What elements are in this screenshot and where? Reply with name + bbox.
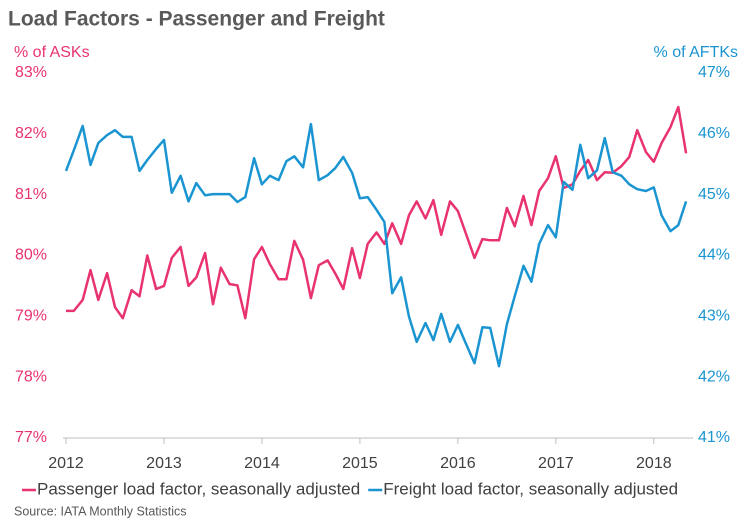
legend-label: Freight load factor, seasonally adjusted [383, 479, 678, 498]
y2-tick-label: 43% [698, 308, 730, 325]
y-tick-label: 78% [15, 368, 47, 385]
y2-tick-label: 45% [698, 186, 730, 203]
y2-tick-label: 47% [698, 64, 730, 81]
y2-tick-label: 44% [698, 247, 730, 264]
legend-label: Passenger load factor, seasonally adjust… [37, 479, 360, 498]
y-tick-label: 83% [15, 64, 47, 81]
y-tick-label: 82% [15, 125, 47, 142]
y2-tick-label: 42% [698, 368, 730, 385]
x-tick-label: 2014 [244, 455, 280, 472]
y2-tick-label: 41% [698, 429, 730, 446]
x-tick-label: 2018 [636, 455, 672, 472]
x-tick-label: 2013 [146, 455, 182, 472]
y2-axis-label: % of AFTKs [654, 44, 738, 61]
y-tick-label: 79% [15, 308, 47, 325]
x-tick-label: 2017 [538, 455, 574, 472]
series-line [66, 105, 688, 320]
x-tick-label: 2012 [48, 455, 84, 472]
source-note: Source: IATA Monthly Statistics [14, 504, 187, 518]
series-line [64, 122, 688, 368]
y-tick-label: 77% [15, 429, 47, 446]
x-tick-label: 2015 [342, 455, 378, 472]
x-tick-label: 2016 [440, 455, 476, 472]
y-axis-label: % of ASKs [14, 44, 90, 61]
y-tick-label: 80% [15, 247, 47, 264]
chart-title: Load Factors - Passenger and Freight [8, 8, 385, 31]
y2-tick-label: 46% [698, 125, 730, 142]
y-tick-label: 81% [15, 186, 47, 203]
